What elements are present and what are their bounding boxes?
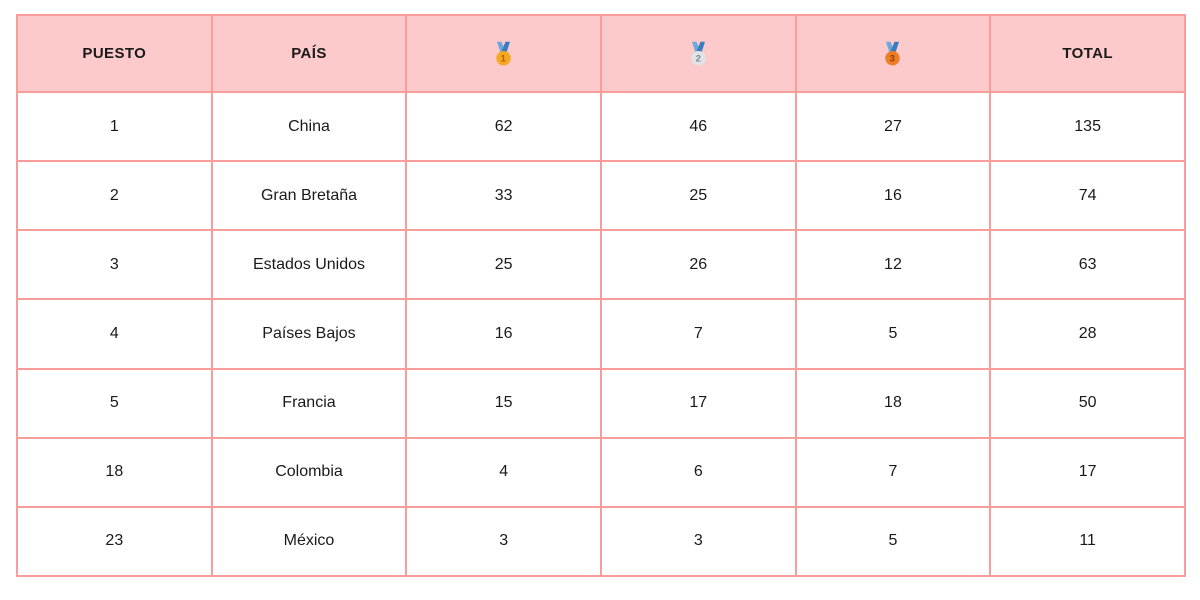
cell-gold: 15: [405, 367, 602, 439]
cell-country: Países Bajos: [210, 298, 408, 370]
cell-silver: 7: [599, 298, 797, 370]
cell-country: Gran Bretaña: [210, 160, 408, 232]
table-row: 23 México 3 3 5 11: [16, 505, 1186, 578]
cell-gold: 62: [405, 90, 602, 163]
cell-country: Francia: [210, 367, 408, 439]
cell-silver: 26: [599, 229, 797, 301]
table-row: 3 Estados Unidos 25 26 12 63: [16, 229, 1186, 301]
cell-bronze: 5: [794, 505, 992, 578]
gold-medal-icon: 1: [496, 41, 511, 66]
cell-country: México: [210, 505, 408, 578]
cell-total: 135: [989, 90, 1186, 163]
cell-country: Colombia: [210, 436, 408, 508]
table-body: 1 China 62 46 27 135 2 Gran Bretaña 33 2…: [16, 90, 1186, 578]
header-row: PUESTO PAÍS 1 2: [16, 14, 1186, 93]
cell-rank: 1: [16, 90, 213, 163]
cell-total: 63: [989, 229, 1186, 301]
medal-standings-table: PUESTO PAÍS 1 2: [16, 14, 1186, 578]
cell-silver: 17: [599, 367, 797, 439]
table-header: PUESTO PAÍS 1 2: [16, 14, 1186, 93]
cell-gold: 4: [405, 436, 602, 508]
cell-rank: 2: [16, 160, 213, 232]
cell-silver: 3: [599, 505, 797, 578]
cell-gold: 25: [405, 229, 602, 301]
svg-text:2: 2: [695, 54, 701, 65]
svg-text:3: 3: [890, 54, 896, 65]
header-bronze: 3: [794, 14, 992, 93]
table-row: 1 China 62 46 27 135: [16, 90, 1186, 163]
cell-rank: 18: [16, 436, 213, 508]
cell-silver: 25: [599, 160, 797, 232]
header-silver: 2: [599, 14, 797, 93]
table-row: 18 Colombia 4 6 7 17: [16, 436, 1186, 508]
header-total: TOTAL: [989, 14, 1186, 93]
cell-total: 28: [989, 298, 1186, 370]
table-row: 5 Francia 15 17 18 50: [16, 367, 1186, 439]
table-row: 2 Gran Bretaña 33 25 16 74: [16, 160, 1186, 232]
cell-silver: 46: [599, 90, 797, 163]
cell-rank: 3: [16, 229, 213, 301]
cell-country: Estados Unidos: [210, 229, 408, 301]
table-row: 4 Países Bajos 16 7 5 28: [16, 298, 1186, 370]
cell-rank: 23: [16, 505, 213, 578]
cell-total: 17: [989, 436, 1186, 508]
cell-bronze: 5: [794, 298, 992, 370]
cell-gold: 3: [405, 505, 602, 578]
cell-bronze: 18: [794, 367, 992, 439]
cell-bronze: 7: [794, 436, 992, 508]
cell-bronze: 27: [794, 90, 992, 163]
cell-total: 74: [989, 160, 1186, 232]
bronze-medal-icon: 3: [885, 41, 901, 66]
cell-rank: 4: [16, 298, 213, 370]
cell-bronze: 16: [794, 160, 992, 232]
cell-silver: 6: [599, 436, 797, 508]
header-gold: 1: [405, 14, 602, 93]
cell-total: 50: [989, 367, 1186, 439]
cell-total: 11: [989, 505, 1186, 578]
cell-rank: 5: [16, 367, 213, 439]
header-puesto: PUESTO: [16, 14, 213, 93]
svg-text:1: 1: [501, 54, 507, 65]
medal-standings-table-container: PUESTO PAÍS 1 2: [16, 14, 1186, 578]
cell-gold: 33: [405, 160, 602, 232]
header-pais: PAÍS: [210, 14, 408, 93]
cell-bronze: 12: [794, 229, 992, 301]
silver-medal-icon: 2: [691, 41, 706, 66]
cell-country: China: [210, 90, 408, 163]
cell-gold: 16: [405, 298, 602, 370]
